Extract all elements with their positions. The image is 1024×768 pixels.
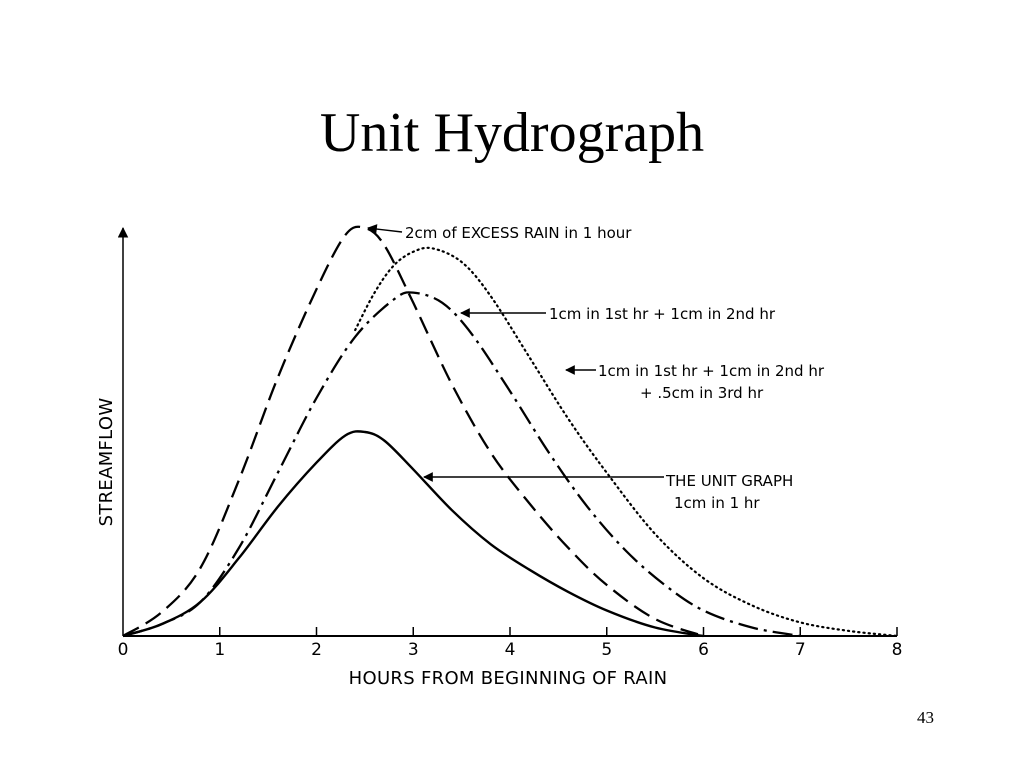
annotation-label-two_hr-1: 1cm in 1st hr + 1cm in 2nd hr xyxy=(549,305,776,323)
label-layer: 2cm of EXCESS RAIN in 1 hour 1cm in 1st h… xyxy=(367,224,825,512)
x-tick-label-8: 8 xyxy=(892,640,903,660)
x-tick-label-1: 1 xyxy=(214,640,225,660)
series-line-three_hr xyxy=(354,246,899,638)
y-axis-label: STREAMFLOW xyxy=(96,398,117,527)
annotation-arrow-two_cm xyxy=(367,224,403,234)
x-tick-label-4: 4 xyxy=(505,640,516,660)
x-tick-label-3: 3 xyxy=(408,640,419,660)
series-line-unit xyxy=(122,430,704,638)
annotation-label-unit-1: THE UNIT GRAPH xyxy=(665,472,793,490)
page-number: 43 xyxy=(917,708,934,727)
slide-title: Unit Hydrograph xyxy=(319,102,705,164)
series-line-two_cm xyxy=(122,225,704,638)
annotation-label-three_hr-2: + .5cm in 3rd hr xyxy=(640,384,764,402)
x-tick-label-2: 2 xyxy=(311,640,322,660)
series-layer xyxy=(122,225,899,638)
x-axis-label: HOURS FROM BEGINNING OF RAIN xyxy=(349,668,668,689)
x-tick-label-5: 5 xyxy=(601,640,612,660)
x-tick-label-6: 6 xyxy=(698,640,709,660)
annotation-label-unit-2: 1cm in 1 hr xyxy=(674,494,760,512)
x-tick-label-7: 7 xyxy=(795,640,806,660)
annotation-label-three_hr-1: 1cm in 1st hr + 1cm in 2nd hr xyxy=(598,362,825,380)
x-tick-label-0: 0 xyxy=(118,640,129,660)
annotation-label-two_cm-1: 2cm of EXCESS RAIN in 1 hour xyxy=(405,224,632,242)
axes-layer: 0 1 2 3 4 5 6 7 8 HOURS FROM BEGINNING OF RAIN STR… xyxy=(96,226,903,689)
series-line-two_hr xyxy=(122,291,801,638)
